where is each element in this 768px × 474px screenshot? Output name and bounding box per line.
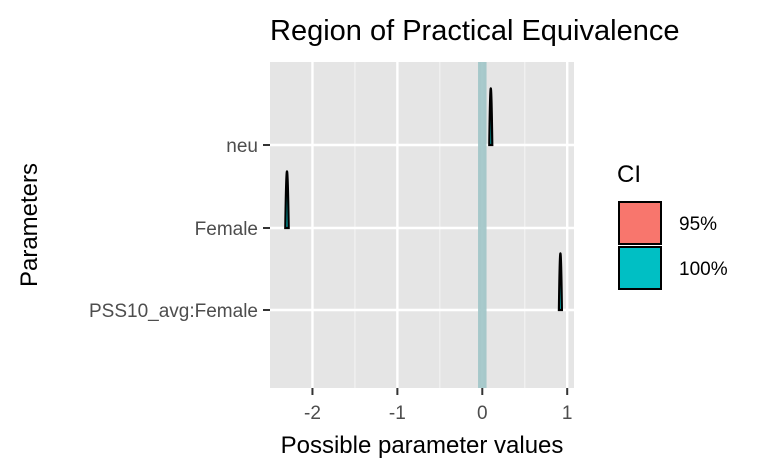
chart-title: Region of Practical Equivalence	[270, 15, 679, 47]
legend-swatch-100%	[618, 246, 662, 290]
legend-title: CI	[617, 161, 641, 188]
x-axis: -2 -1 0 1	[304, 388, 572, 424]
x-tick-label-1: 1	[562, 403, 573, 424]
density-PSS10_avg:Female	[557, 252, 564, 312]
legend-swatch-95%	[618, 201, 662, 245]
x-axis-title: Possible parameter values	[281, 432, 564, 459]
legend-label-95%: 95%	[679, 214, 717, 235]
x-tick-label--2: -2	[304, 403, 321, 424]
y-tick-label-neu: neu	[226, 136, 258, 157]
plot-panel	[270, 62, 574, 388]
y-axis: neu Female PSS10_avg:Female	[89, 136, 270, 322]
x-tick-label--1: -1	[389, 403, 406, 424]
minor-gridlines	[354, 62, 526, 388]
y-axis-title: Parameters	[16, 163, 43, 287]
y-tick-label-Female: Female	[195, 219, 258, 240]
density-ridges	[284, 87, 564, 312]
rope-band	[478, 62, 487, 388]
legend-label-100%: 100%	[679, 259, 728, 280]
density-neu	[488, 87, 494, 147]
y-tick-label-PSS10_avg:Female: PSS10_avg:Female	[89, 301, 258, 322]
legend: CI 95% 100%	[617, 161, 728, 290]
density-Female	[284, 170, 290, 230]
x-tick-label-0: 0	[477, 403, 488, 424]
